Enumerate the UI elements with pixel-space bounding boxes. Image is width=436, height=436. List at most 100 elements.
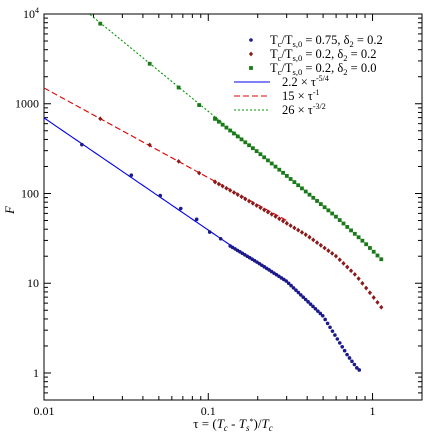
data-point: [243, 140, 248, 145]
x-axis-label-part: *: [250, 417, 254, 426]
data-point: [325, 321, 330, 326]
data-point: [330, 251, 335, 256]
data-point: [231, 190, 237, 195]
data-point: [341, 260, 346, 266]
data-point: [277, 216, 282, 222]
x-axis-label-part: )/: [254, 416, 262, 431]
data-point: [246, 198, 252, 204]
data-point: [313, 307, 318, 311]
data-point: [269, 161, 274, 166]
legend-subscript: c: [278, 67, 282, 77]
data-point: [273, 214, 278, 219]
data-point: [379, 257, 384, 262]
y-tick-label: 10: [27, 276, 39, 290]
data-point: [266, 158, 270, 163]
fit-lines: [43, 14, 287, 247]
data-point: [197, 170, 202, 176]
data-point: [258, 205, 263, 211]
data-point: [335, 337, 340, 341]
legend-text-part: T: [270, 47, 278, 61]
data-point: [98, 21, 103, 26]
data-point: [371, 295, 376, 300]
data-point: [356, 235, 361, 240]
data-point: [368, 246, 372, 250]
data-point: [158, 193, 163, 198]
data-point: [277, 167, 282, 172]
data-point: [348, 268, 354, 274]
legend-subscript: s,0: [293, 67, 303, 77]
data-point: [357, 368, 362, 372]
data-point: [239, 194, 244, 200]
legend-text-part: T: [270, 33, 278, 47]
data-point: [284, 279, 289, 283]
data-point: [326, 208, 331, 213]
x-axis-label-part: T: [217, 416, 225, 431]
x-tick-label: 0.1: [201, 404, 216, 418]
data-point: [216, 181, 221, 187]
legend-text-part: /T: [281, 61, 292, 75]
data-point: [314, 240, 320, 246]
x-tick-label: 0.01: [34, 404, 55, 418]
y-tick-label-exponent: 4: [35, 6, 39, 15]
data-point: [280, 218, 286, 224]
data-point: [322, 245, 327, 251]
x-axis-label-part: T: [239, 416, 247, 431]
legend-text-part: /T: [281, 33, 292, 47]
data-point: [288, 177, 293, 181]
data-point: [307, 234, 312, 240]
legend-text-part: 2.2 × τ: [282, 75, 316, 89]
legend-text-part: T: [270, 61, 278, 75]
data-point: [284, 220, 289, 226]
x-axis-label-part: T: [261, 416, 269, 431]
data-point: [350, 359, 354, 364]
data-point: [371, 249, 376, 254]
data-point: [311, 195, 316, 200]
data-point: [212, 179, 218, 185]
data-point: [337, 218, 342, 222]
legend-label: Tc/Ts,0 = 0.2, δ2 = 0.0: [270, 61, 376, 77]
data-point: [334, 214, 338, 219]
data-point: [220, 122, 225, 127]
data-point: [316, 309, 320, 313]
data-point: [330, 329, 335, 333]
data-point: [262, 155, 267, 160]
legend-text-part: = 0.75, δ: [302, 33, 349, 47]
legend-superscript: -1: [313, 88, 320, 97]
data-point: [299, 229, 305, 235]
data-point: [147, 61, 152, 66]
data-point: [176, 158, 181, 164]
data-point: [349, 228, 353, 233]
legend-subscript: c: [278, 53, 282, 63]
data-point: [235, 134, 240, 139]
legend-label: 2.2 × τ-5/4: [282, 74, 329, 89]
axis-labels: τ = (Tc - Ts*)/TcF: [2, 205, 273, 433]
legend-subscript: 2: [343, 53, 347, 63]
data-point: [254, 203, 259, 208]
legend-label: 15 × τ-1: [282, 88, 320, 103]
data-point: [355, 366, 359, 370]
data-point: [228, 128, 233, 133]
data-point: [178, 206, 183, 211]
data-point: [239, 137, 244, 142]
data-point: [379, 304, 384, 310]
data-point: [224, 185, 229, 191]
data-point: [337, 341, 342, 345]
data-point: [286, 281, 291, 286]
data-point: [269, 211, 274, 217]
data-point: [347, 356, 352, 360]
y-tick-label: 104: [23, 6, 39, 21]
data-point: [320, 313, 325, 318]
data-points: [80, 21, 384, 372]
legend-text-part: 26 × τ: [282, 103, 313, 117]
data-point: [341, 221, 346, 226]
x-axis-label: τ = (Tc - Ts*)/Tc: [193, 416, 272, 433]
data-point: [273, 164, 278, 169]
data-point: [367, 290, 373, 296]
data-point: [224, 125, 229, 130]
data-point: [292, 180, 297, 185]
y-tick-label: 1: [33, 366, 39, 380]
data-point: [322, 205, 327, 210]
data-point: [176, 85, 181, 90]
data-point: [247, 143, 251, 148]
data-point: [330, 211, 335, 216]
